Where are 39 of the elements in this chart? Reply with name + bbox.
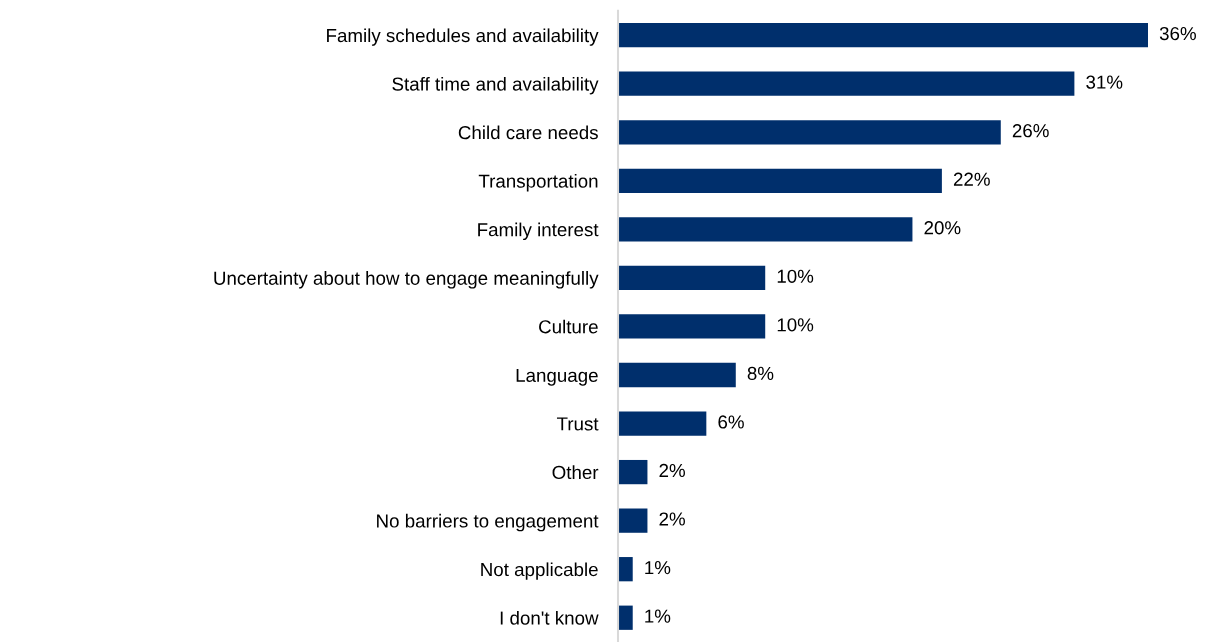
data-label: 2%	[659, 512, 685, 526]
y-tick-label: Trust	[556, 417, 599, 431]
data-label: 2%	[659, 463, 685, 478]
y-tick-label: Uncertainty about how to engage meaningfully	[214, 271, 599, 289]
bar	[618, 265, 766, 291]
bar	[618, 217, 913, 242]
y-tick-label: Culture	[539, 319, 598, 334]
bar	[618, 168, 942, 193]
data-label: 10%	[777, 269, 814, 283]
bar	[618, 557, 633, 582]
y-tick-label: Child care needs	[458, 125, 598, 140]
data-label: 22%	[953, 172, 990, 186]
y-tick-label: Transportation	[478, 174, 598, 192]
bar	[618, 362, 736, 388]
bar	[618, 120, 1001, 145]
bar	[618, 71, 1075, 96]
y-tick-label: Family interest	[478, 222, 599, 241]
bar	[618, 411, 707, 436]
data-label: 1%	[645, 561, 671, 575]
y-tick-label: Language	[516, 368, 598, 386]
bar	[618, 508, 648, 533]
y-tick-label: I don't know	[500, 610, 599, 625]
bar	[618, 314, 766, 339]
bar	[618, 459, 648, 485]
data-label: 10%	[777, 318, 814, 332]
data-label: 26%	[1012, 124, 1049, 138]
y-tick-label: Not applicable	[481, 562, 598, 580]
bar	[618, 23, 1148, 48]
y-tick-label: No barriers to engagement	[377, 513, 599, 532]
data-label: 36%	[1159, 26, 1196, 41]
data-label: 8%	[747, 366, 774, 381]
data-label: 20%	[924, 221, 961, 235]
data-label: 1%	[645, 609, 671, 623]
y-tick-label: Other	[552, 465, 599, 480]
y-tick-label: Staff time and availability	[392, 76, 599, 95]
y-tick-label: Family schedules and availability	[327, 28, 599, 46]
bar	[618, 605, 633, 630]
data-label: 6%	[718, 415, 744, 429]
data-label: 31%	[1086, 75, 1123, 89]
